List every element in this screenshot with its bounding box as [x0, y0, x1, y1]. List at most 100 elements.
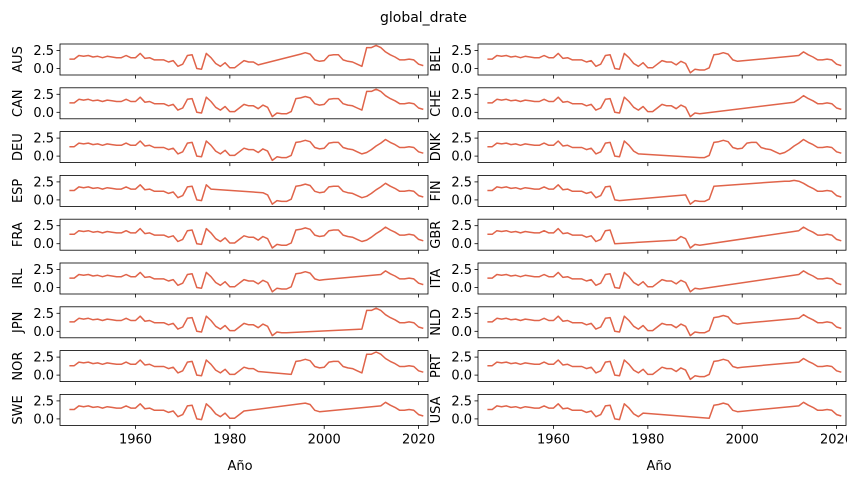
- y-tick-label: 2.5: [451, 263, 472, 278]
- y-tick-label: 0.0: [451, 193, 472, 208]
- series-line-nld: [487, 313, 842, 337]
- y-tick-label: 2.5: [451, 132, 472, 147]
- series-line-aus: [69, 44, 424, 70]
- series-line-can: [69, 88, 424, 118]
- y-tick-label: 2.5: [33, 175, 54, 190]
- y-tick-label: 0.0: [451, 412, 472, 427]
- panel-swe: 0.0 2.5 1960 1980 2000 2020 SWE: [11, 393, 435, 447]
- panel-frame-bel: [477, 43, 847, 76]
- panel-label-fra: FRA: [11, 222, 26, 247]
- series-line-che: [487, 94, 842, 118]
- y-tick-label: 0.0: [451, 281, 472, 296]
- y-tick-label: 2.5: [33, 88, 54, 103]
- series-line-deu: [69, 138, 424, 162]
- panel-frame-usa: [477, 393, 847, 426]
- panel-label-aus: AUS: [11, 46, 26, 73]
- x-axis-label-right: Año: [646, 459, 671, 474]
- series-line-fin: [487, 179, 842, 205]
- panel-prt: 0.0 2.5 PRT: [429, 350, 847, 386]
- y-tick-label: 2.5: [451, 44, 472, 59]
- series-line-nor: [69, 351, 424, 377]
- series-line-ita: [487, 270, 842, 293]
- y-tick-label: 2.5: [33, 263, 54, 278]
- series-line-esp: [69, 182, 424, 205]
- y-tick-label: 0.0: [451, 325, 472, 340]
- panel-frame-swe: [59, 393, 429, 426]
- panel-nor: 0.0 2.5 NOR: [11, 350, 429, 386]
- series-line-irl: [69, 270, 424, 293]
- y-tick-label: 2.5: [33, 394, 54, 409]
- panel-label-can: CAN: [11, 89, 26, 117]
- panel-ita: 0.0 2.5 ITA: [429, 262, 847, 298]
- panel-frame-nor: [59, 350, 429, 383]
- y-tick-label: 0.0: [33, 237, 54, 252]
- y-tick-label: 2.5: [451, 175, 472, 190]
- y-tick-label: 0.0: [33, 369, 54, 384]
- y-tick-label: 2.5: [33, 44, 54, 59]
- x-tick-label: 1980: [213, 432, 246, 447]
- panel-can: 0.0 2.5 CAN: [11, 87, 429, 123]
- panel-label-jpn: JPN: [11, 312, 26, 334]
- y-tick-label: 0.0: [451, 106, 472, 121]
- panel-label-fin: FIN: [429, 180, 444, 201]
- panel-aus: 0.0 2.5 AUS: [11, 43, 429, 79]
- panel-nld: 0.0 2.5 NLD: [429, 306, 847, 342]
- panel-label-dnk: DNK: [429, 132, 444, 161]
- series-line-fra: [69, 226, 424, 249]
- y-tick-label: 0.0: [33, 106, 54, 121]
- panel-label-irl: IRL: [11, 268, 26, 289]
- y-tick-label: 2.5: [451, 394, 472, 409]
- panel-frame-esp: [59, 174, 429, 207]
- y-tick-label: 0.0: [451, 150, 472, 165]
- x-tick-label: 1960: [537, 432, 570, 447]
- x-tick-label: 1980: [631, 432, 664, 447]
- panel-esp: 0.0 2.5 ESP: [11, 174, 429, 210]
- panel-frame-che: [477, 87, 847, 120]
- y-tick-label: 0.0: [451, 237, 472, 252]
- series-line-gbr: [487, 226, 842, 249]
- y-tick-label: 2.5: [33, 219, 54, 234]
- panel-frame-gbr: [477, 218, 847, 251]
- panel-frame-prt: [477, 350, 847, 383]
- x-tick-label: 2000: [308, 432, 341, 447]
- y-tick-label: 0.0: [33, 412, 54, 427]
- panel-frame-dnk: [477, 131, 847, 164]
- y-tick-label: 2.5: [451, 351, 472, 366]
- panel-fra: 0.0 2.5 FRA: [11, 218, 429, 254]
- panel-jpn: 0.0 2.5 JPN: [11, 306, 429, 342]
- panel-label-gbr: GBR: [429, 221, 444, 249]
- panel-label-ita: ITA: [429, 269, 444, 289]
- panel-frame-can: [59, 87, 429, 120]
- y-tick-label: 0.0: [33, 281, 54, 296]
- panels-group: 0.0 2.5 AUS 0.0 2.5 BEL 0.0 2.5 CAN 0.0 2.5 CHE 0.0 2…: [11, 43, 847, 447]
- y-tick-label: 2.5: [451, 219, 472, 234]
- panel-usa: 0.0 2.5 1960 1980 2000 2020 USA: [429, 393, 847, 447]
- panel-frame-fin: [477, 174, 847, 207]
- x-tick-label: 1960: [119, 432, 152, 447]
- y-tick-label: 0.0: [33, 62, 54, 77]
- series-line-jpn: [69, 307, 424, 337]
- series-line-prt: [487, 357, 842, 381]
- panel-label-nld: NLD: [429, 309, 444, 336]
- series-line-bel: [487, 51, 842, 74]
- panel-label-esp: ESP: [11, 179, 26, 203]
- y-tick-label: 0.0: [33, 325, 54, 340]
- panel-irl: 0.0 2.5 IRL: [11, 262, 429, 298]
- y-tick-label: 2.5: [33, 307, 54, 322]
- panel-frame-deu: [59, 131, 429, 164]
- panel-frame-ita: [477, 262, 847, 295]
- panel-frame-irl: [59, 262, 429, 295]
- y-tick-label: 0.0: [33, 150, 54, 165]
- panel-label-nor: NOR: [11, 352, 26, 381]
- panel-deu: 0.0 2.5 DEU: [11, 131, 429, 167]
- y-tick-label: 0.0: [33, 193, 54, 208]
- panel-dnk: 0.0 2.5 DNK: [429, 131, 847, 167]
- x-tick-label: 2020: [402, 432, 435, 447]
- panel-che: 0.0 2.5 CHE: [429, 87, 847, 123]
- x-tick-label: 2000: [726, 432, 759, 447]
- x-axis-label-left: Año: [227, 459, 252, 474]
- series-line-swe: [69, 401, 424, 421]
- y-tick-label: 0.0: [451, 369, 472, 384]
- panel-label-prt: PRT: [429, 354, 444, 378]
